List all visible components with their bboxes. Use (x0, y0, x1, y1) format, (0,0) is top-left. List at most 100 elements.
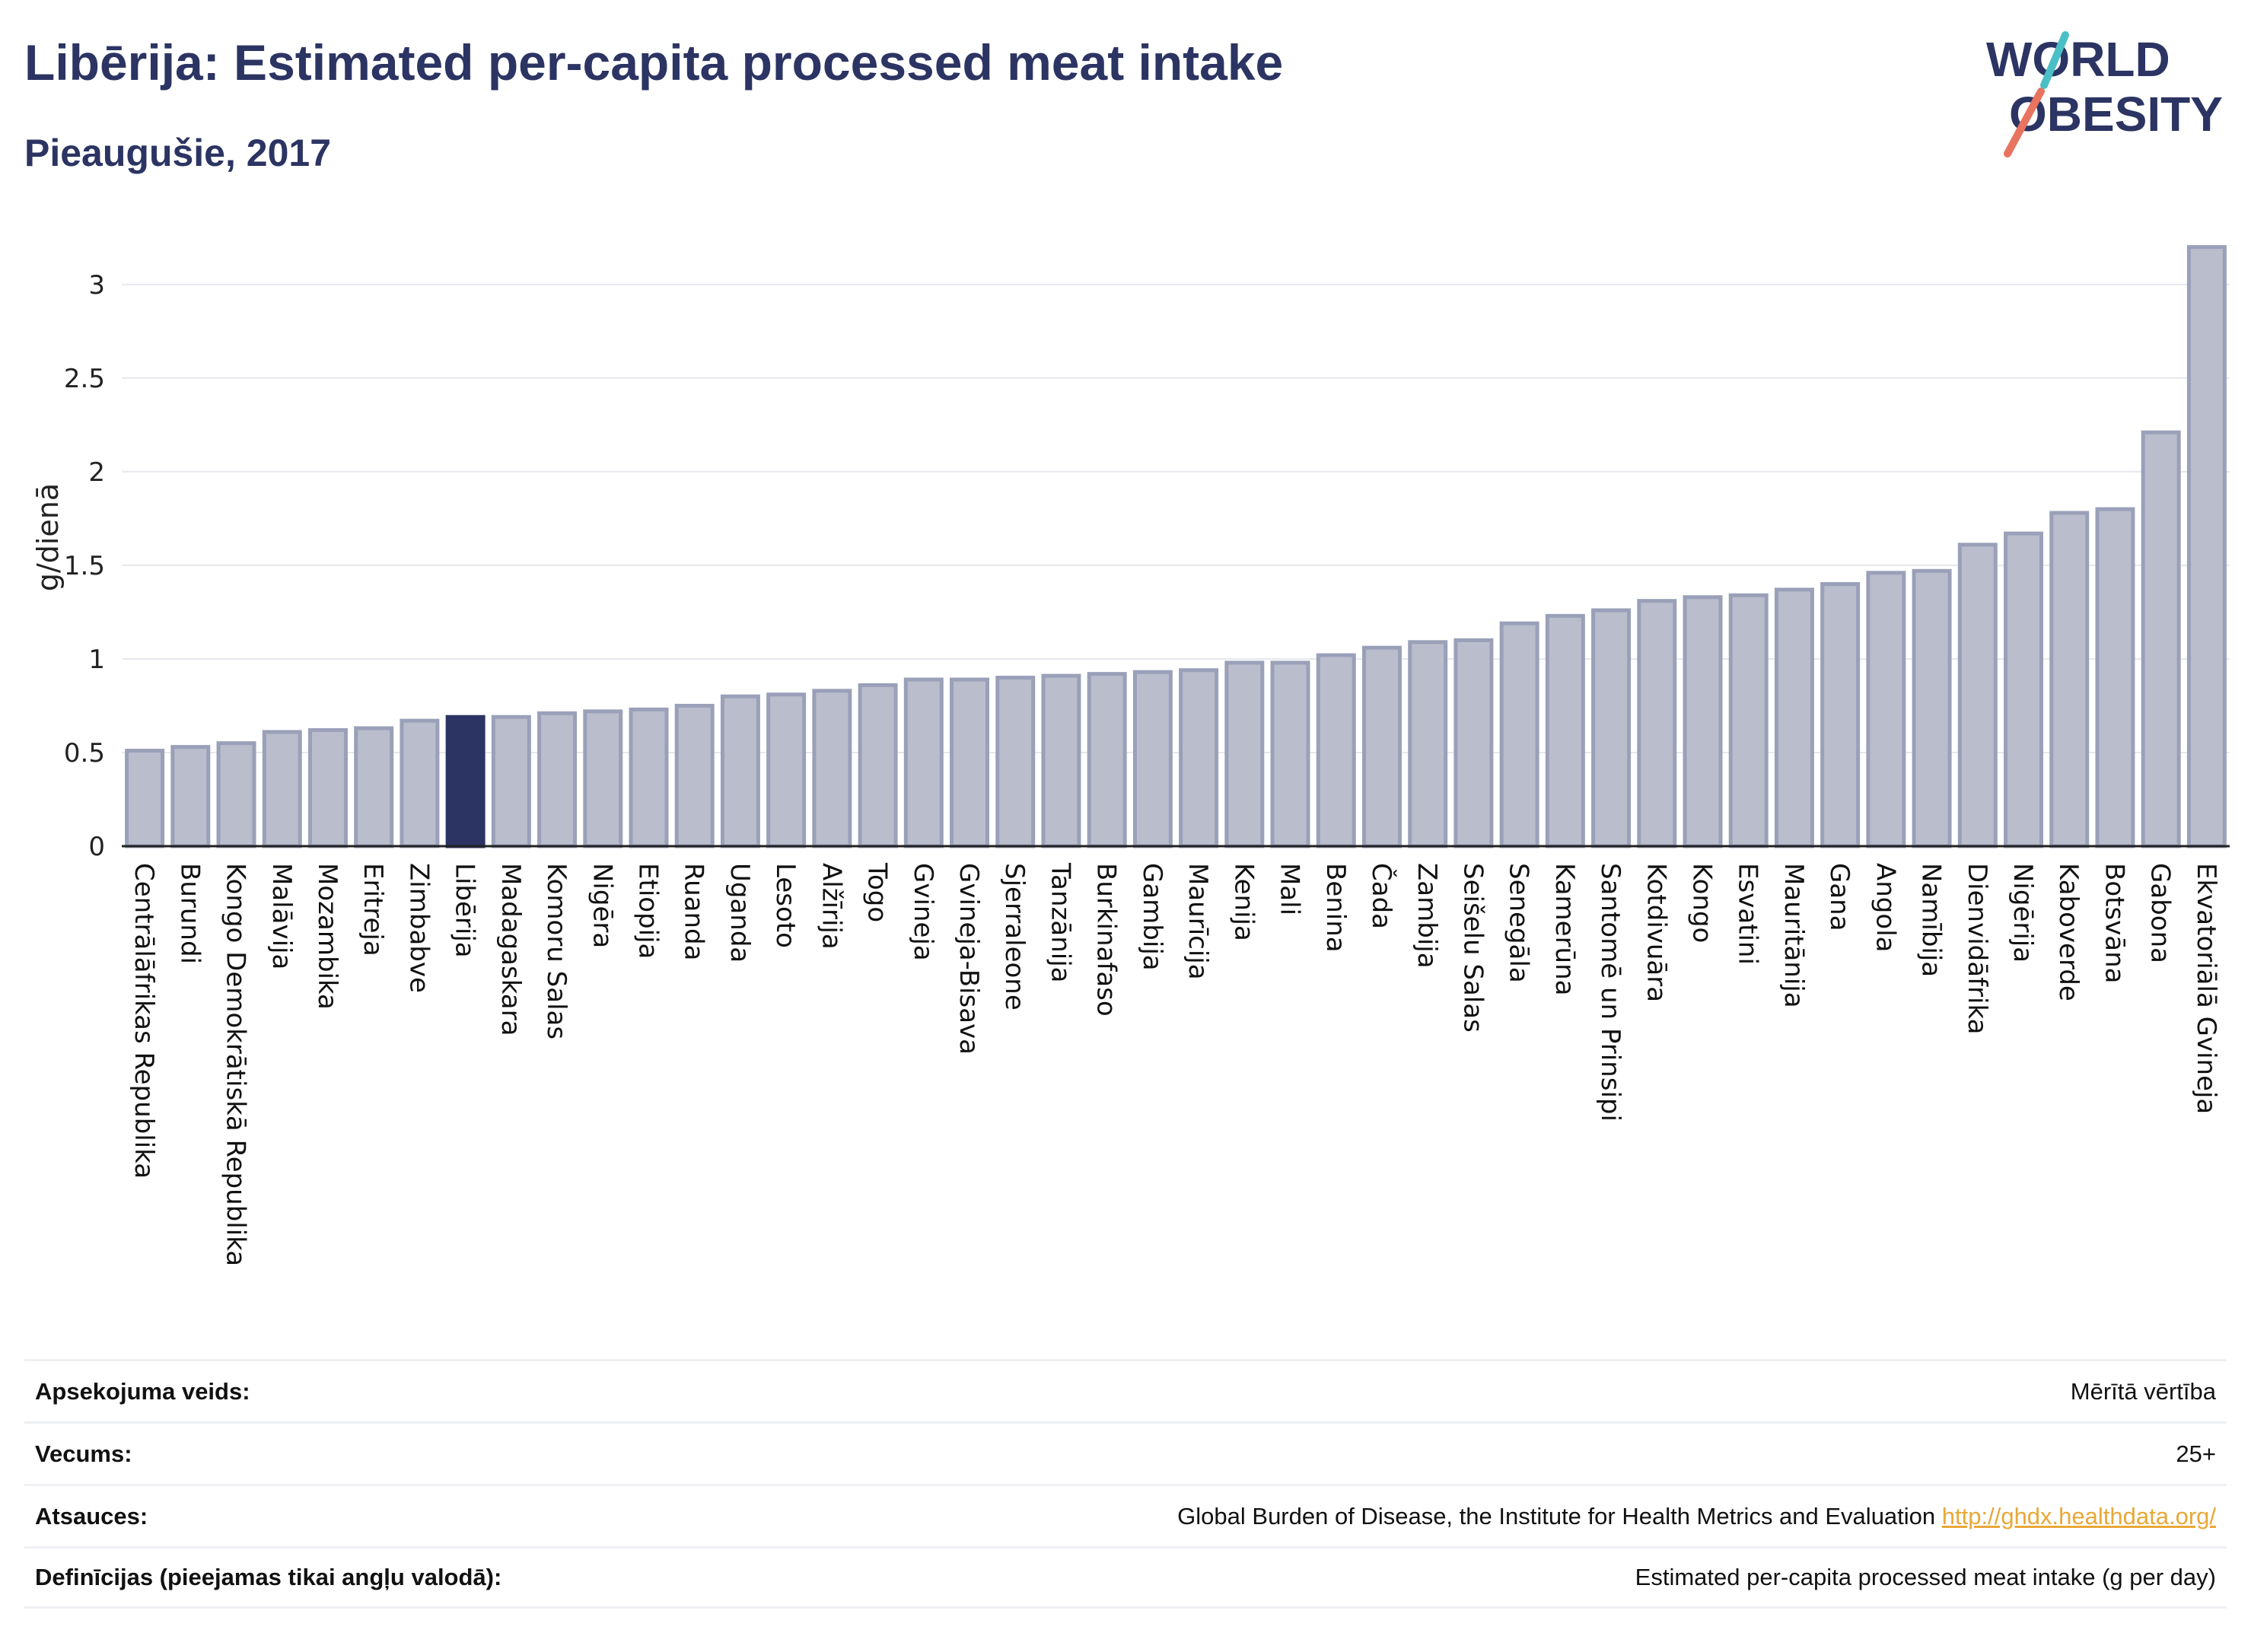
x-tick-label: Malāvija (266, 863, 297, 969)
bar (2004, 531, 2044, 848)
x-tick-label: Namībija (1916, 863, 1947, 977)
x-tick-label: Centrālāfrikas Republika (129, 863, 159, 1179)
x-tick-label: Kotdivuāra (1641, 863, 1671, 1002)
meta-row-age: Vecums: 25+ (24, 1421, 2227, 1484)
x-tick-label: Uganda (724, 863, 755, 963)
bar (903, 677, 944, 848)
reference-link[interactable]: http://ghdx.healthdata.org/ (1941, 1502, 2216, 1529)
bar (812, 689, 852, 848)
x-tick-label: Senegāla (1504, 863, 1534, 983)
logo-slash-upper (2040, 31, 2069, 89)
x-tick-label: Ruanda (679, 863, 709, 960)
bar (354, 726, 394, 848)
x-tick-label: Kenija (1228, 863, 1259, 941)
x-tick-label: Gambija (1137, 863, 1167, 971)
bar (2049, 511, 2090, 848)
meta-row-definition: Definīcijas (pieejamas tikai angļu valod… (24, 1546, 2227, 1609)
x-tick-label: Etiopija (633, 863, 664, 959)
bar (583, 709, 623, 848)
x-tick-label: Maurīcija (1183, 863, 1213, 980)
y-tick-label: 2 (88, 457, 105, 488)
bar (1179, 668, 1219, 848)
bar (1637, 599, 1677, 848)
bar (858, 683, 898, 848)
bar (400, 718, 440, 848)
bar (766, 692, 807, 848)
meta-label: Apsekojuma veids: (35, 1377, 250, 1405)
x-tick-label: Esvatini (1733, 863, 1763, 965)
meta-label: Atsauces: (35, 1502, 148, 1529)
x-tick-label: Gabona (2145, 863, 2176, 963)
x-tick-label: Lesoto (770, 863, 801, 948)
y-tick-label: 1.5 (64, 551, 105, 581)
bar (629, 707, 669, 848)
bar (674, 703, 715, 848)
y-axis-title: g/dienā (31, 483, 65, 591)
bar (537, 711, 578, 848)
y-tick-label: 3 (88, 270, 105, 301)
x-tick-label: Benina (1320, 863, 1351, 953)
bar (1545, 613, 1585, 848)
x-tick-label: Zambija (1412, 863, 1442, 969)
bar (1728, 593, 1769, 848)
bar (1820, 582, 1861, 848)
bar (1361, 645, 1402, 848)
x-tick-label: Kongo Demokrātiskā Republika (221, 863, 251, 1266)
x-tick-label: Čada (1366, 863, 1397, 929)
x-tick-label: Seišelu Salas (1457, 863, 1488, 1033)
bar (216, 741, 256, 848)
x-tick-label: Ekvatoriālā Gvineja (2191, 863, 2221, 1114)
x-tick-label: Burkinafaso (1091, 863, 1122, 1017)
y-tick-label: 1 (88, 645, 105, 675)
bar (307, 727, 348, 848)
chart-title: Libērija: Estimated per-capita processed… (24, 34, 1284, 91)
meta-row-survey-type: Apsekojuma veids: Mērītā vērtība (24, 1359, 2227, 1421)
x-tick-label: Madagaskara (495, 863, 526, 1036)
x-tick-label: Gvineja (908, 863, 938, 961)
bar (1912, 568, 1952, 848)
bar (170, 745, 211, 848)
chart-subtitle: Pieaugušie, 2017 (24, 132, 332, 174)
x-tick-label: Kamerūna (1549, 863, 1580, 995)
x-tick-label: Sjerraleone (999, 863, 1030, 1011)
bar (1087, 672, 1127, 848)
bar (1866, 571, 1906, 848)
bar-chart: 0 0.5 1 1.5 2 2.5 3 g/dienā Centrālāfrikas Repub… (31, 245, 2230, 1266)
x-tick-label: Mozambika (312, 863, 342, 1010)
bar (1453, 638, 1494, 848)
x-tick-label: Botsvāna (2099, 863, 2129, 984)
bar (1683, 595, 1723, 848)
x-tick-label: Mali (1275, 863, 1305, 915)
bar (1774, 587, 1814, 848)
x-tick-label: Eritreja (358, 863, 388, 957)
x-tick-label: Nigēra (587, 863, 617, 948)
world-obesity-logo: WORLD OBESITY (1986, 31, 2223, 158)
x-tick-label: Mauritānija (1778, 863, 1809, 1008)
x-tick-label: Togo (862, 862, 893, 922)
bar (1270, 660, 1310, 848)
bar (491, 715, 531, 848)
x-tick-label: Angola (1870, 863, 1900, 952)
bar (1957, 543, 1998, 848)
x-tick-label: Libērija (450, 863, 480, 958)
bar (1316, 653, 1356, 848)
y-tick-label: 0.5 (64, 738, 105, 769)
y-tick-label: 2.5 (64, 364, 105, 394)
meta-value: Global Burden of Disease, the Institute … (1177, 1503, 2216, 1530)
x-tick-label: Alžīrija (816, 863, 846, 950)
x-tick-label: Kaboverde (2053, 863, 2084, 1001)
bar (1132, 670, 1173, 848)
meta-value: 25+ (2176, 1440, 2216, 1467)
bar (1408, 640, 1448, 848)
meta-label: Vecums: (35, 1440, 132, 1467)
x-tick-label: Burundi (174, 863, 205, 964)
reference-text: Global Burden of Disease, the Institute … (1177, 1502, 1936, 1529)
logo-line2: OBESITY (2009, 87, 2223, 142)
bar (262, 730, 302, 848)
x-tick-label: Gana (1824, 863, 1855, 931)
x-tick-label: Zimbabve (403, 863, 434, 993)
logo-line1: WORLD (1986, 32, 2170, 87)
bar (125, 749, 165, 848)
meta-row-references: Atsauces: Global Burden of Disease, the … (24, 1484, 2227, 1546)
bar (2186, 245, 2227, 848)
